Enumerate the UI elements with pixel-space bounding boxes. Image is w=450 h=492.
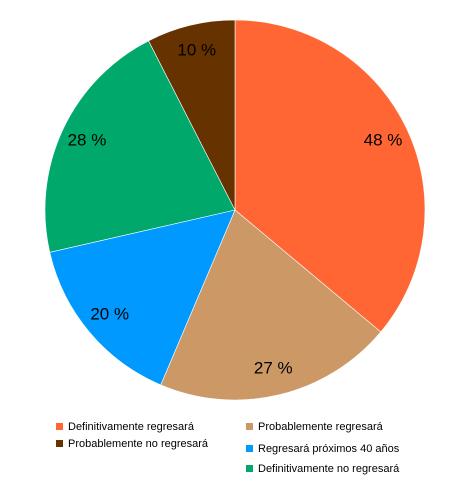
legend-swatch [56,440,63,447]
legend-swatch [246,465,253,472]
pie-slice-2 [49,209,236,386]
slice-label-1: 27 % [254,358,293,377]
slice-label-2: 20 % [90,304,129,323]
pie-slice-3 [44,40,236,253]
pie-labels: 48 % 27 % 20 % 28 % 10 % [68,41,403,378]
slice-label-0: 48 % [364,130,403,149]
legend-item-regresara-proximos-40-anos: Regresará próximos 40 años [246,442,399,456]
legend-item-probablemente-no-regresara: Probablemente no regresará [56,437,208,451]
slice-label-3: 28 % [68,130,107,149]
legend-swatch [246,445,253,452]
legend-label: Regresará próximos 40 años [258,443,400,455]
pie-slices [44,19,426,400]
legend-label: Probablemente regresará [258,421,383,433]
pie-chart: 48 % 27 % 20 % 28 % 10 % [44,19,426,400]
pie-slice-1 [160,209,382,400]
pie-slice-4 [148,19,236,211]
legend-label: Probablemente no regresará [68,438,209,450]
pie-slice-0 [234,19,426,333]
legend-label: Definitivamente no regresará [258,463,400,475]
slice-label-4: 10 % [177,41,216,60]
legend-item-definitivamente-no-regresara: Definitivamente no regresará [246,462,399,476]
legend-swatch [246,423,253,430]
legend-swatch [56,423,63,430]
legend-label: Definitivamente regresará [68,421,194,433]
legend-item-definitivamente-regresara: Definitivamente regresará [56,420,194,434]
legend-item-probablemente-regresara: Probablemente regresará [246,420,383,434]
